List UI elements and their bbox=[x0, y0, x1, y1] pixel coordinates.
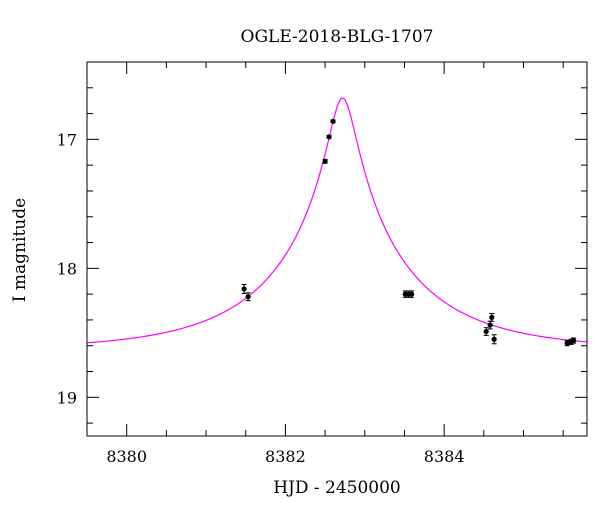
y-tick-label: 19 bbox=[57, 388, 77, 407]
data-point bbox=[491, 334, 497, 345]
point-marker bbox=[483, 328, 489, 335]
point-marker bbox=[245, 294, 251, 300]
data-point bbox=[322, 158, 328, 164]
point-marker bbox=[570, 337, 577, 344]
data-point bbox=[330, 118, 336, 124]
data-point bbox=[245, 292, 251, 302]
y-tick-label: 17 bbox=[57, 130, 77, 149]
model-curve-group bbox=[87, 97, 587, 344]
point-marker bbox=[241, 286, 247, 292]
data-point bbox=[564, 340, 570, 347]
model-curve bbox=[87, 97, 587, 344]
point-marker bbox=[489, 314, 495, 320]
point-marker bbox=[487, 322, 493, 328]
data-point bbox=[409, 290, 415, 298]
data-point bbox=[241, 283, 247, 294]
x-tick-label: 8384 bbox=[424, 447, 465, 466]
y-axis-label: I magnitude bbox=[10, 198, 30, 302]
plot-frame bbox=[86, 61, 588, 437]
axis-ticks bbox=[86, 61, 587, 436]
point-marker bbox=[330, 118, 336, 124]
y-tick-label: 18 bbox=[57, 259, 77, 278]
data-point bbox=[326, 134, 332, 140]
chart-title: OGLE-2018-BLG-1707 bbox=[241, 27, 434, 47]
x-tick-label: 8380 bbox=[106, 447, 147, 466]
point-marker bbox=[326, 134, 332, 140]
point-marker bbox=[491, 336, 497, 342]
point-marker bbox=[409, 291, 415, 297]
data-point bbox=[489, 312, 495, 322]
x-tick-label: 8382 bbox=[265, 447, 306, 466]
data-points-group bbox=[241, 118, 577, 347]
point-marker bbox=[322, 158, 328, 164]
data-point bbox=[483, 327, 489, 336]
point-marker bbox=[564, 340, 570, 346]
data-point bbox=[570, 337, 577, 344]
axis-tick-labels: 8380 8382 8384 17 18 19 bbox=[57, 130, 465, 466]
x-axis-label: HJD - 2450000 bbox=[273, 478, 401, 498]
